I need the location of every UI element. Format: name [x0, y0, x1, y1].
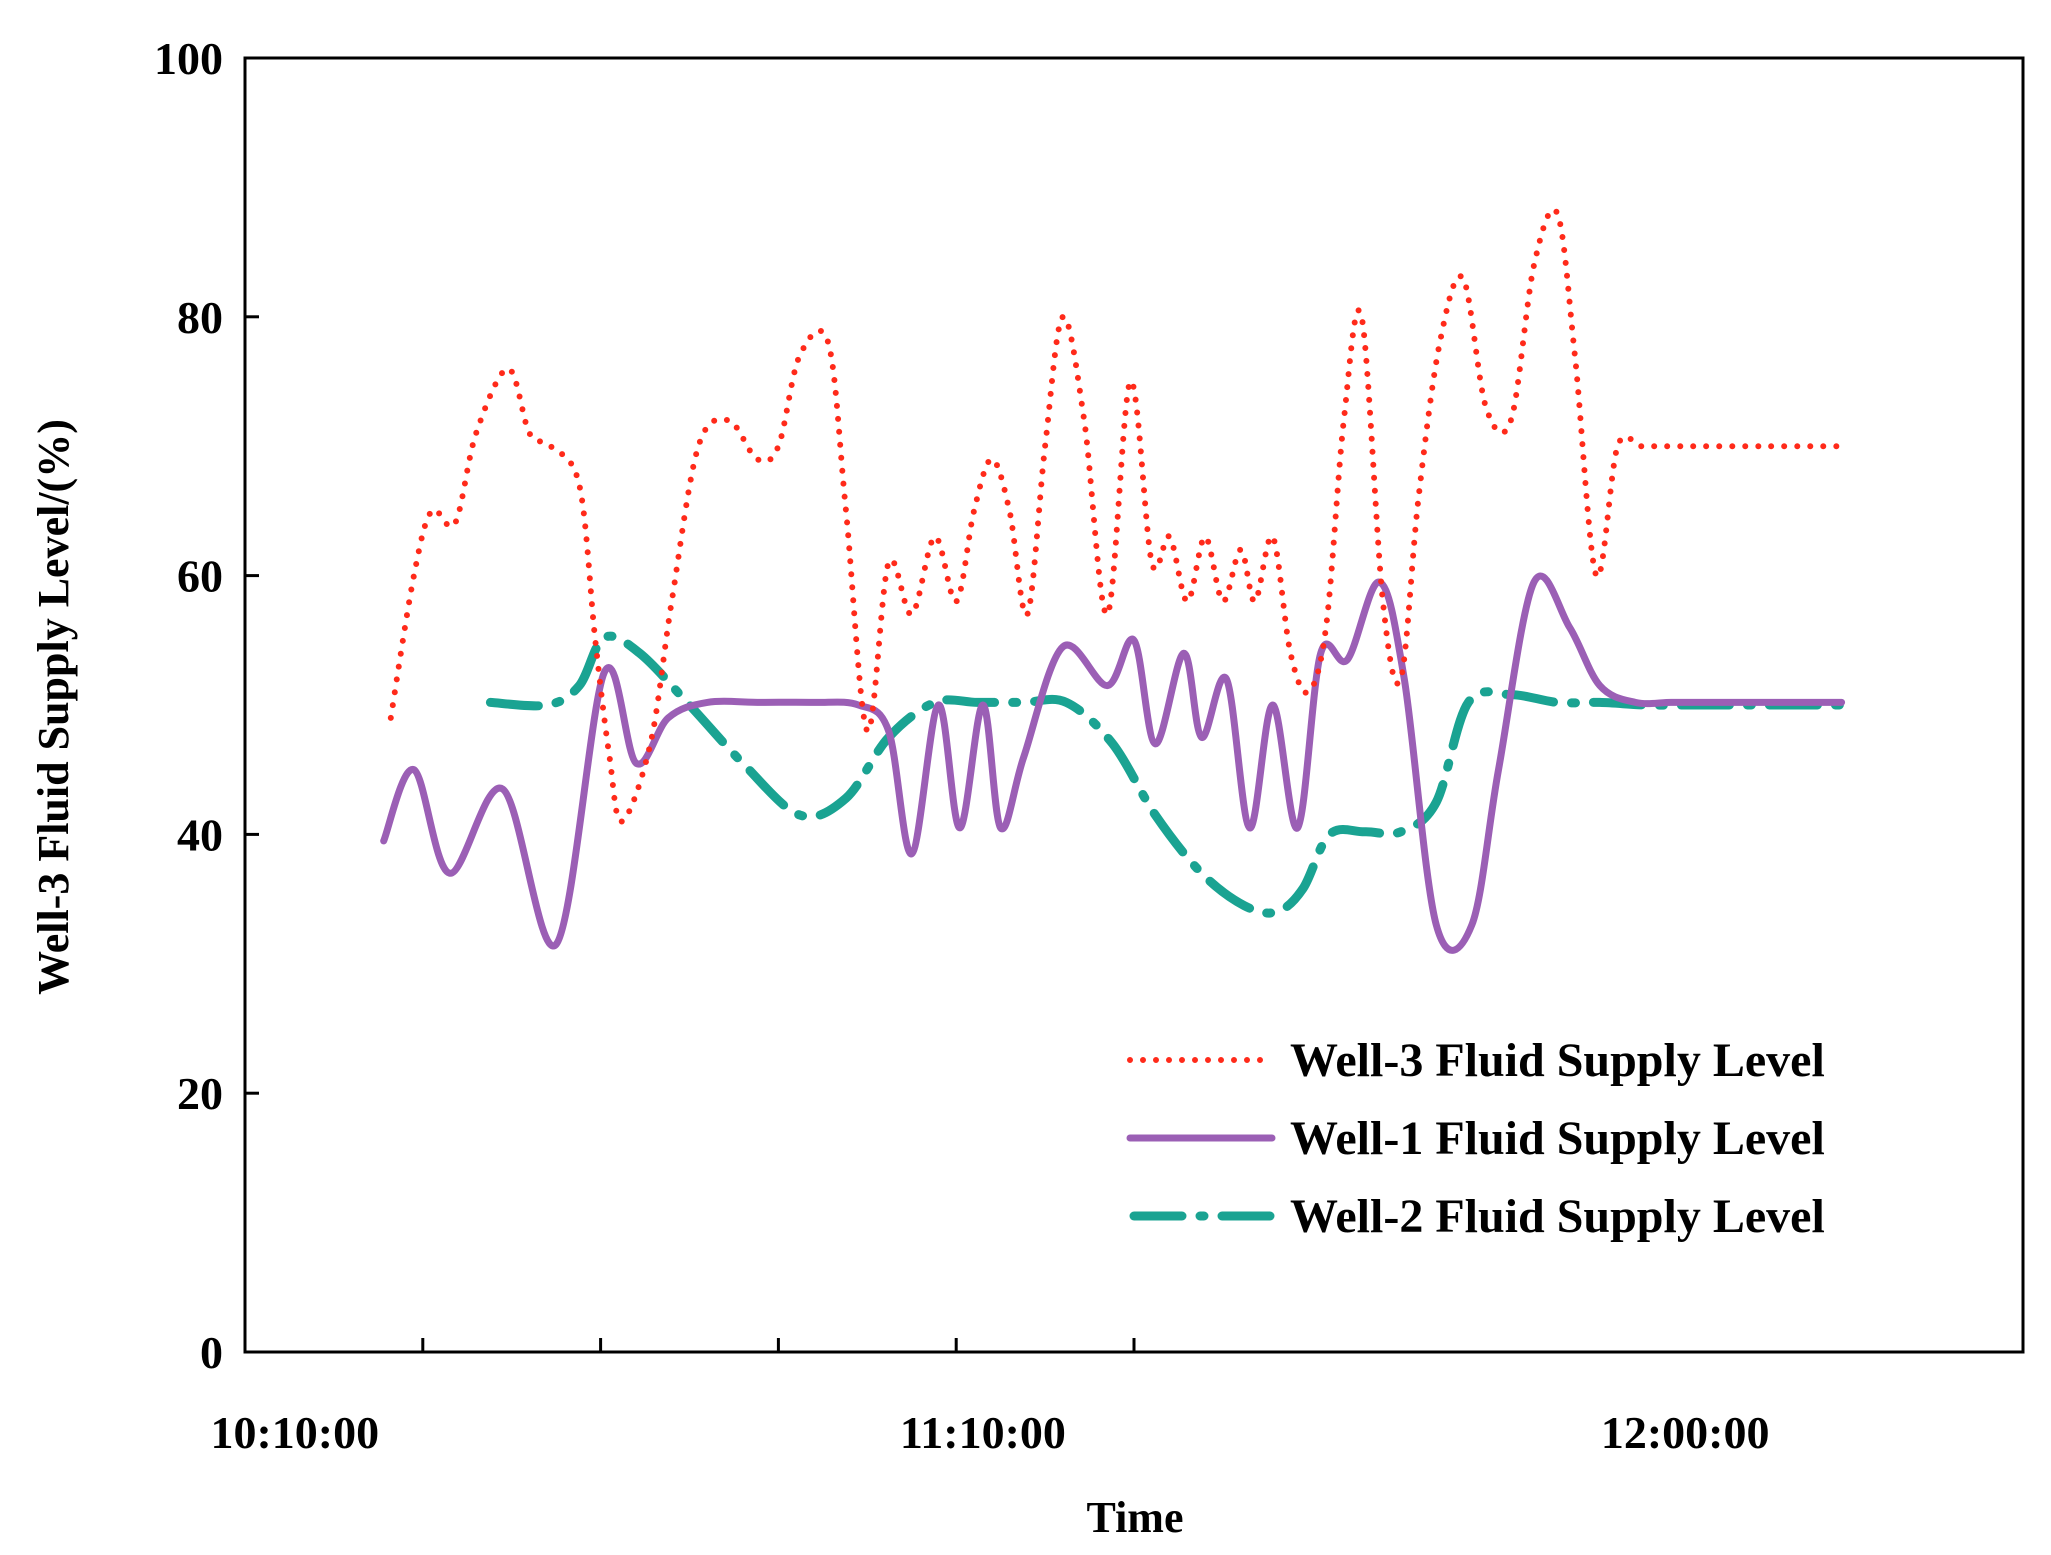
legend-label-well-2: Well-2 Fluid Supply Level — [1290, 1190, 1825, 1243]
x-tick-label: 10:10:00 — [210, 1407, 379, 1458]
y-tick-label: 60 — [177, 551, 223, 602]
x-axis-title: Time — [1087, 1493, 1184, 1542]
y-axis-title: Well-3 Fluid Supply Level/(%) — [29, 419, 78, 995]
legend: Well-3 Fluid Supply Level Well-1 Fluid S… — [1126, 1034, 1825, 1243]
x-tick-label: 11:10:00 — [900, 1407, 1066, 1458]
x-axis-tick-labels: 10:10:00 11:10:00 12:00:00 — [210, 1407, 1769, 1458]
legend-label-well-1: Well-1 Fluid Supply Level — [1290, 1112, 1825, 1165]
y-tick-label: 80 — [177, 292, 223, 343]
series-line-well-3-fluid-supply-level — [387, 206, 1845, 825]
legend-label-well-3: Well-3 Fluid Supply Level — [1290, 1034, 1825, 1087]
y-tick-label: 20 — [177, 1068, 223, 1119]
x-tick-label: 12:00:00 — [1601, 1407, 1770, 1458]
plot-area-frame — [243, 56, 2025, 1354]
series-layer — [380, 206, 1847, 954]
series-line-well-1-fluid-supply-level — [380, 572, 1846, 954]
y-axis-tick-labels: 0 20 40 60 80 100 — [154, 33, 259, 1378]
y-tick-label: 0 — [200, 1327, 223, 1378]
series-line-well-2-fluid-supply-level — [485, 631, 1847, 918]
y-tick-label: 40 — [177, 809, 223, 860]
x-axis-ticks — [421, 1338, 1136, 1352]
y-tick-label: 100 — [154, 33, 223, 84]
